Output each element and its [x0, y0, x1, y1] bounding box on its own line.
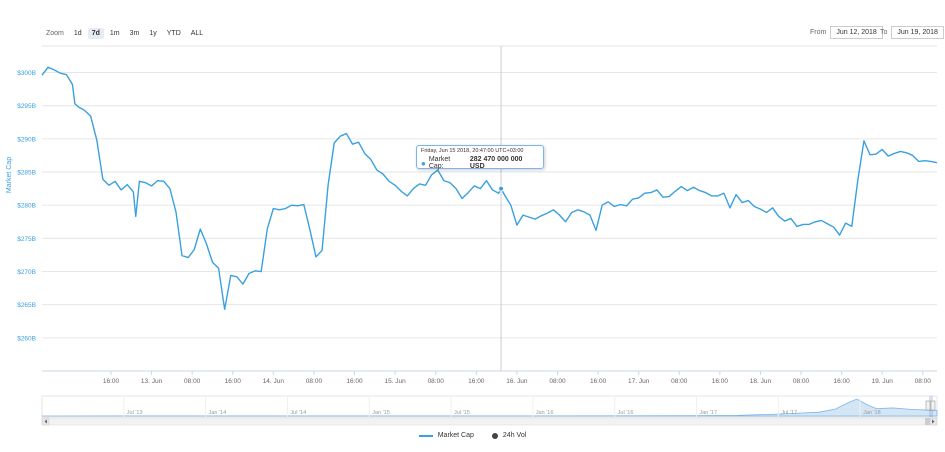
- navigator-tick-label: Jan '17: [699, 410, 717, 416]
- x-tick-label: 16:00: [346, 378, 363, 385]
- legend-item-market-cap[interactable]: Market Cap: [418, 432, 474, 439]
- y-tick-label: $280B: [17, 203, 36, 210]
- scroll-right-arrow-icon: [932, 419, 935, 424]
- dot-icon: [491, 432, 498, 439]
- navigator-series-area: [41, 398, 938, 417]
- navigator-tick-label: Jan '18: [863, 410, 881, 416]
- y-axis-title: Market Cap: [6, 157, 13, 193]
- navigator-x-ticks: Jul '13 Jan '14 Jul '14 Jan '15 Jul '15 Jan '…: [123, 396, 881, 417]
- zoom-1d-button[interactable]: 1d: [73, 29, 82, 37]
- x-tick-label: 16:00: [833, 378, 850, 385]
- tooltip-dot-icon: ●: [421, 158, 426, 168]
- zoom-1y-button[interactable]: 1y: [149, 29, 157, 37]
- scrollbar-thumb[interactable]: [925, 418, 930, 425]
- x-tick-label: 08:00: [793, 378, 810, 385]
- x-tick-label: 16:00: [103, 378, 120, 385]
- y-tick-label: $295B: [17, 103, 36, 110]
- navigator-tick-label: Jan '14: [209, 410, 227, 416]
- scrollbar-track[interactable]: [41, 417, 938, 426]
- y-tick-label: $300B: [17, 70, 36, 77]
- tooltip-date: Friday, Jun 15 2018, 20:47:00 UTC+03:00: [421, 148, 524, 154]
- from-date-group: From Jun 12, 2018: [810, 26, 883, 39]
- tooltip-value: 282 470 000 000 USD: [469, 156, 523, 170]
- x-tick-label: 18. Jun: [750, 378, 772, 385]
- x-tick-label: 08:00: [915, 378, 932, 385]
- zoom-1m-button[interactable]: 1m: [109, 29, 120, 37]
- to-label: To: [880, 29, 888, 36]
- x-tick-label: 17. Jun: [628, 378, 650, 385]
- x-tick-label: 08:00: [184, 378, 201, 385]
- x-tick-label: 08:00: [306, 378, 323, 385]
- y-tick-label: $270B: [17, 269, 36, 276]
- legend: Market Cap 24h Vol: [0, 432, 945, 439]
- navigator-handle-left[interactable]: [925, 400, 931, 411]
- line-icon: [418, 434, 433, 437]
- x-tick-label: 16:00: [712, 378, 729, 385]
- from-label: From: [810, 29, 827, 36]
- hover-point-marker: [498, 185, 505, 192]
- x-tick-label: 16:00: [225, 378, 242, 385]
- navigator-handle-right[interactable]: [930, 400, 936, 411]
- navigator-tick-label: Jul '16: [618, 410, 634, 416]
- y-axis-ticks: $260B $265B $270B $275B $280B $285B $290B $295B…: [17, 70, 36, 342]
- legend-item-24h-vol[interactable]: 24h Vol: [491, 432, 527, 439]
- zoom-label: Zoom: [46, 29, 64, 37]
- navigator-tick-label: Jan '16: [536, 410, 554, 416]
- navigator-tick-label: Jul '13: [127, 410, 143, 416]
- y-tick-label: $290B: [17, 136, 36, 143]
- x-tick-label: 19. Jun: [872, 378, 894, 385]
- tooltip-row: ● Market Cap: 282 470 000 000 USD: [421, 156, 539, 170]
- x-axis-ticks: 16:00 13. Jun 08:00 16:00 14. Jun 08:00 16:00 1…: [103, 371, 931, 385]
- navigator-tick-label: Jul '14: [290, 410, 306, 416]
- zoom-7d-button[interactable]: 7d: [87, 27, 104, 39]
- y-tick-label: $260B: [17, 335, 36, 342]
- x-tick-label: 16:00: [468, 378, 485, 385]
- x-tick-label: 08:00: [549, 378, 566, 385]
- navigator[interactable]: Jul '13 Jan '14 Jul '14 Jan '15 Jul '15 Jan '…: [41, 395, 938, 426]
- x-tick-label: 08:00: [428, 378, 445, 385]
- to-date-group: To Jun 19, 2018: [880, 26, 944, 39]
- market-cap-series-line[interactable]: [41, 66, 938, 311]
- x-tick-label: 16. Jun: [506, 378, 528, 385]
- x-tick-label: 16:00: [590, 378, 607, 385]
- navigator-tick-label: Jul '17: [781, 410, 797, 416]
- navigator-tick-label: Jul '15: [454, 410, 470, 416]
- zoom-3m-button[interactable]: 3m: [129, 29, 140, 37]
- from-date-input[interactable]: Jun 12, 2018: [830, 26, 883, 39]
- legend-label-market-cap: Market Cap: [437, 432, 474, 439]
- grid-lines: [42, 45, 937, 339]
- y-tick-label: $285B: [17, 170, 36, 177]
- zoom-ytd-button[interactable]: YTD: [166, 29, 181, 37]
- navigator-tick-label: Jan '15: [372, 410, 390, 416]
- tooltip: Friday, Jun 15 2018, 20:47:00 UTC+03:00 …: [416, 145, 544, 170]
- y-tick-label: $265B: [17, 302, 36, 309]
- x-tick-label: 13. Jun: [141, 378, 163, 385]
- x-tick-label: 14. Jun: [263, 378, 285, 385]
- zoom-selector: Zoom 1d 7d 1m 3m 1y YTD ALL: [46, 27, 207, 39]
- navigator-background: [41, 395, 938, 418]
- x-tick-label: 08:00: [671, 378, 688, 385]
- to-date-input[interactable]: Jun 19, 2018: [891, 26, 944, 39]
- x-tick-label: 15. Jun: [384, 378, 406, 385]
- tooltip-series-label: Market Cap:: [428, 156, 451, 170]
- legend-label-24h-vol: 24h Vol: [502, 432, 527, 439]
- y-tick-label: $275B: [17, 236, 36, 243]
- zoom-all-button[interactable]: ALL: [190, 29, 204, 37]
- scroll-left-arrow-icon: [44, 419, 47, 424]
